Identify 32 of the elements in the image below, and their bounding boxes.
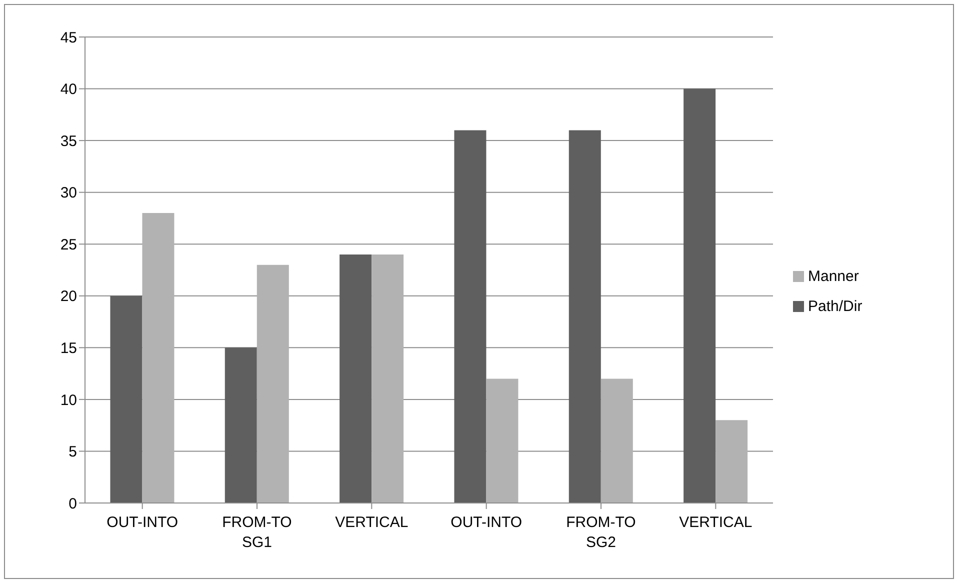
bar xyxy=(684,88,716,503)
bar xyxy=(372,254,404,503)
x-tick-label: VERTICAL xyxy=(335,514,408,531)
y-tick-label: 30 xyxy=(60,184,77,202)
y-tick-label: 45 xyxy=(60,29,77,46)
bar xyxy=(142,213,174,503)
y-tick-label: 40 xyxy=(60,81,77,98)
bar xyxy=(716,420,748,503)
y-tick-label: 15 xyxy=(60,340,77,357)
legend-label: Manner xyxy=(808,268,859,284)
y-tick-label: 10 xyxy=(60,392,77,409)
x-tick-label: OUT-INTO xyxy=(450,514,522,531)
bar xyxy=(340,254,372,503)
x-tick-label: OUT-INTO xyxy=(106,514,178,531)
y-tick-label: 20 xyxy=(60,288,77,306)
bar xyxy=(568,130,601,503)
text: SG2 xyxy=(586,534,616,551)
bar xyxy=(454,130,486,503)
y-tick-label: 35 xyxy=(60,132,77,150)
bar xyxy=(110,296,142,503)
bar xyxy=(224,348,257,503)
x-tick-label: VERTICAL xyxy=(679,514,752,531)
text: SG1 xyxy=(242,534,272,551)
y-tick-label: 0 xyxy=(68,495,77,512)
x-tick-label: FROM-TO xyxy=(222,514,292,531)
x-tick-label: FROM-TO xyxy=(566,514,636,531)
bar xyxy=(256,264,289,503)
y-tick-label: 25 xyxy=(60,236,77,254)
legend-label: Path/Dir xyxy=(808,298,862,314)
y-tick-label: 5 xyxy=(68,444,77,461)
bar xyxy=(600,378,633,503)
bar xyxy=(486,378,518,503)
